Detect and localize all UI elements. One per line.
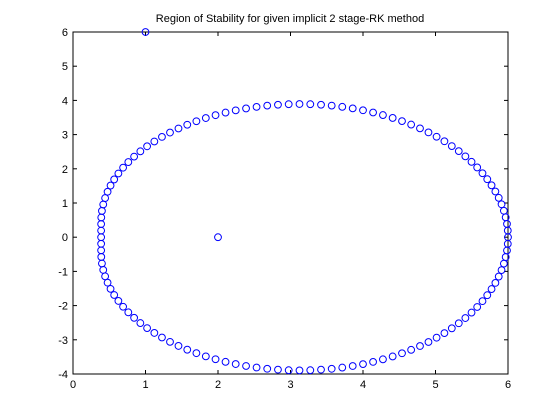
y-tick-label: 6	[62, 27, 68, 39]
y-tick-label: 2	[62, 164, 68, 176]
x-tick-label: 1	[142, 379, 148, 391]
y-tick-label: 3	[62, 130, 68, 142]
y-tick-label: -3	[58, 335, 68, 347]
y-tick-label: 1	[62, 198, 68, 210]
y-tick-label: 5	[62, 61, 68, 73]
x-tick-label: 4	[360, 379, 366, 391]
y-tick-label: -1	[58, 266, 68, 278]
y-tick-label: 4	[62, 95, 68, 107]
y-tick-label: -2	[58, 301, 68, 313]
x-tick-label: 2	[215, 379, 221, 391]
plot-area	[73, 32, 508, 374]
x-tick-label: 6	[505, 379, 511, 391]
chart-title: Region of Stability for given implicit 2…	[156, 13, 424, 25]
x-tick-label: 5	[432, 379, 438, 391]
y-tick-label: -4	[58, 369, 68, 381]
y-tick-label: 0	[62, 232, 68, 244]
x-tick-label: 3	[287, 379, 293, 391]
x-tick-label: 0	[70, 379, 76, 391]
